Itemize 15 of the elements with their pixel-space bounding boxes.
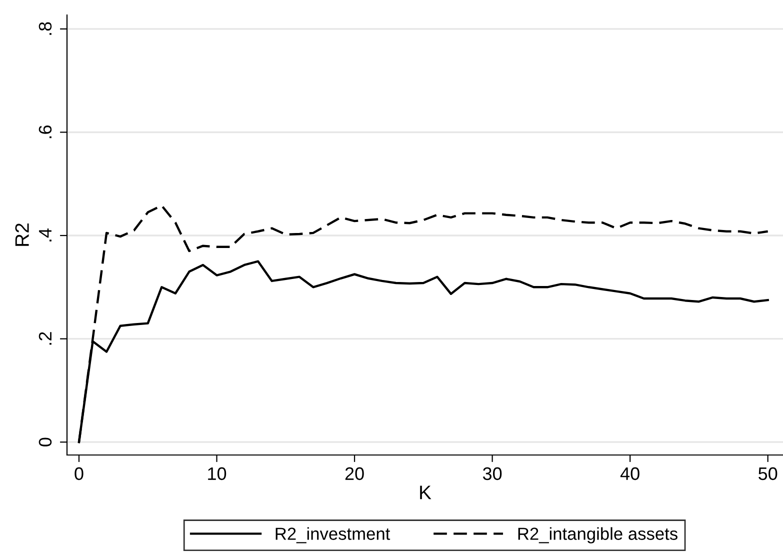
x-tick-label: 20 (345, 467, 364, 480)
x-tick-label: 10 (208, 467, 226, 480)
y-axis-title: R2 (15, 224, 29, 246)
legend-label: R2_investment (276, 527, 390, 544)
y-tick-label: .2 (38, 332, 52, 345)
x-tick-label: 40 (620, 467, 640, 480)
x-tick-label: 0 (74, 467, 84, 480)
x-tick-label: 50 (758, 467, 778, 480)
y-tick-label: .6 (38, 125, 52, 138)
y-tick-label: .8 (38, 22, 52, 35)
y-tick-label: 0 (38, 438, 52, 446)
y-tick-label: .4 (39, 228, 52, 242)
x-axis-title: K (420, 486, 432, 500)
x-tick-label: 30 (482, 467, 502, 480)
legend-label: R2_intangible assets (518, 527, 678, 544)
